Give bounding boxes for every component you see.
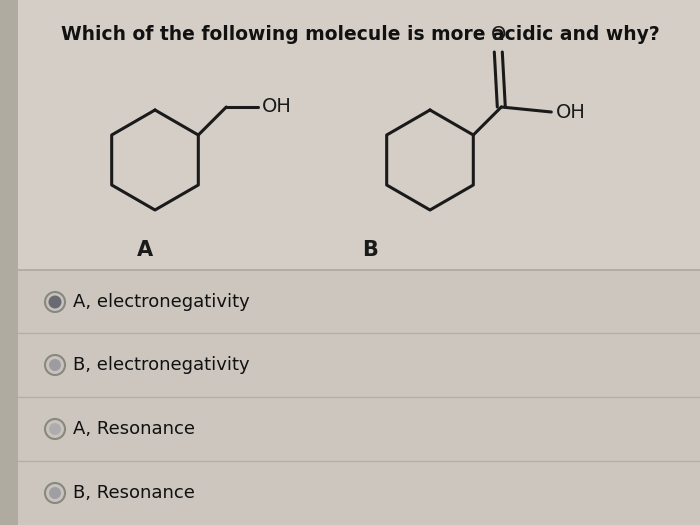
- Text: A: A: [137, 240, 153, 260]
- Circle shape: [49, 487, 61, 499]
- Text: B: B: [362, 240, 378, 260]
- Bar: [18, 0, 700, 270]
- Circle shape: [49, 359, 61, 371]
- Circle shape: [49, 423, 61, 435]
- Circle shape: [48, 296, 62, 309]
- Text: OH: OH: [556, 102, 586, 121]
- Text: A, Resonance: A, Resonance: [73, 420, 195, 438]
- Text: A, electronegativity: A, electronegativity: [73, 293, 250, 311]
- Bar: [0, 0, 18, 525]
- Circle shape: [45, 419, 65, 439]
- Text: O: O: [491, 25, 506, 44]
- Circle shape: [45, 355, 65, 375]
- Text: OH: OH: [262, 98, 292, 117]
- Text: B, electronegativity: B, electronegativity: [73, 356, 250, 374]
- Text: Which of the following molecule is more acidic and why?: Which of the following molecule is more …: [61, 25, 659, 44]
- Circle shape: [45, 483, 65, 503]
- Text: B, Resonance: B, Resonance: [73, 484, 195, 502]
- Bar: [18, 270, 700, 525]
- Circle shape: [45, 292, 65, 312]
